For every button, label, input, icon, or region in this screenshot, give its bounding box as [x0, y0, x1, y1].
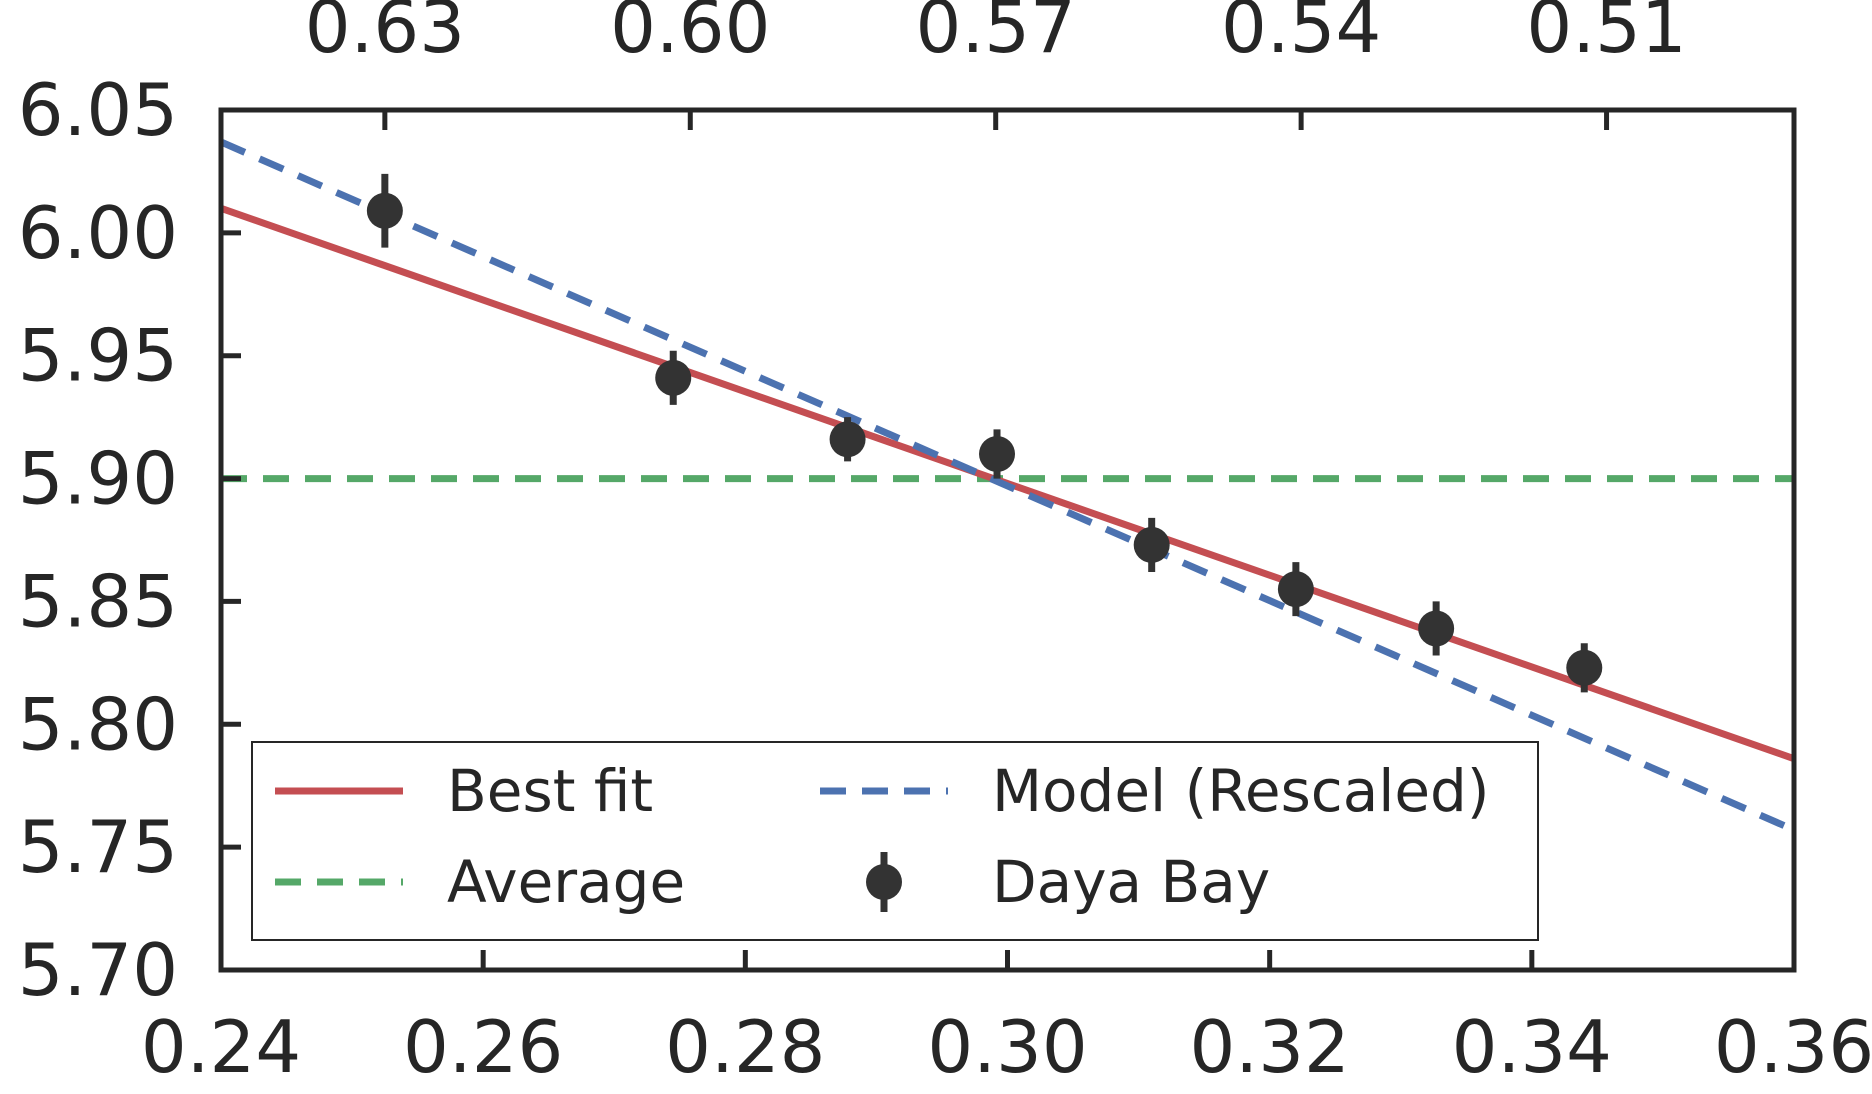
y-tick-label: 5.70 — [18, 928, 178, 1012]
x-tick-label: 0.36 — [1714, 1005, 1872, 1089]
x-tick-label: 0.28 — [665, 1005, 825, 1089]
plot-lines — [221, 138, 1794, 834]
y-tick-label: 5.85 — [18, 559, 178, 643]
y-tick-label: 6.05 — [18, 68, 178, 152]
top-x-tick-label: 0.60 — [610, 0, 770, 69]
legend-box — [251, 741, 1539, 941]
data-point — [655, 359, 692, 396]
x-tick-label: 0.32 — [1190, 1005, 1350, 1089]
y-tick-label: 5.80 — [18, 682, 178, 766]
data-point — [979, 436, 1016, 472]
top-x-tick-label: 0.54 — [1221, 0, 1381, 69]
y-tick-label: 5.95 — [18, 314, 178, 398]
legend-label-model: Model (Rescaled) — [992, 757, 1489, 825]
x-tick-label: 0.30 — [927, 1005, 1087, 1089]
y-tick-label: 6.00 — [18, 191, 178, 275]
data-point — [829, 421, 866, 458]
data-point — [1418, 610, 1455, 647]
series-line-model — [221, 138, 1794, 834]
data-point — [1566, 649, 1603, 686]
legend-label-average: Average — [447, 848, 685, 916]
plot-area — [221, 138, 1794, 834]
y-tick-label: 5.90 — [18, 437, 178, 521]
top-x-tick-label: 0.57 — [916, 0, 1076, 69]
data-point — [366, 192, 403, 229]
top-x-tick-label: 0.63 — [305, 0, 465, 69]
legend-label-data: Daya Bay — [992, 848, 1270, 916]
legend: Best fit Model (Rescaled) Average Daya Bay — [251, 741, 1539, 941]
x-tick-label: 0.24 — [141, 1005, 301, 1089]
axes: 0.24 0.26 0.28 0.30 0.32 0.34 0.36 5.70 5.75 5.80… — [18, 0, 1872, 1089]
x-tick-label: 0.26 — [403, 1005, 563, 1089]
legend-marker-point-data — [866, 864, 902, 900]
x-tick-label: 0.34 — [1452, 1005, 1612, 1089]
data-point — [1277, 571, 1314, 608]
legend-label-best-fit: Best fit — [447, 757, 653, 825]
data-point — [1133, 526, 1170, 563]
y-tick-label: 5.75 — [18, 805, 178, 889]
top-x-tick-label: 0.51 — [1526, 0, 1686, 69]
